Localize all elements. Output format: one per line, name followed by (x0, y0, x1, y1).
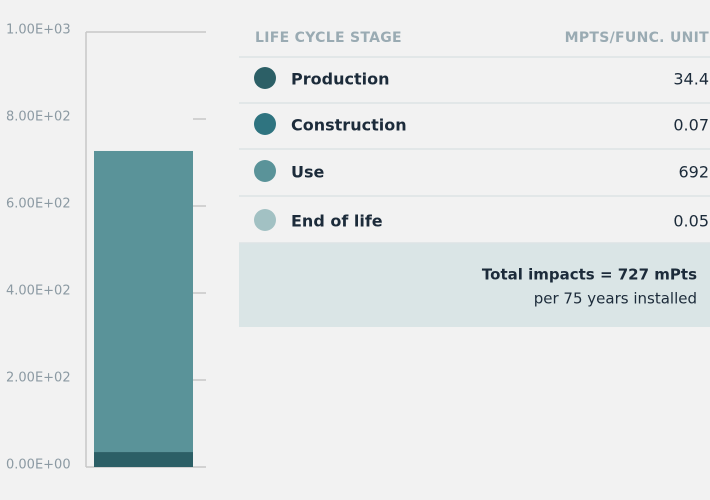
table-header: MPTS/FUNC. UNIT (565, 30, 710, 46)
bar-segment (94, 452, 193, 467)
total: Total impacts = 727 mPts (482, 266, 697, 284)
legend-label: Use (291, 163, 325, 182)
legend-dot (254, 160, 276, 182)
legend-dot (254, 67, 276, 89)
y-tick-label: 8.00E+02 (6, 110, 71, 125)
row-value: 0.07 (673, 116, 709, 135)
total-box (239, 243, 710, 327)
row-value: 692 (678, 163, 709, 182)
bar-segment (94, 150, 193, 453)
y-tick-label: 2.00E+02 (6, 371, 71, 386)
row-value: 0.05 (673, 212, 709, 231)
note: per 75 years installed (534, 290, 697, 308)
legend-label: Production (291, 70, 389, 89)
legend-label: Construction (291, 116, 407, 135)
y-tick-label: 4.00E+02 (6, 284, 71, 299)
y-tick-label: 1.00E+03 (6, 23, 71, 38)
y-tick-label: 6.00E+02 (6, 197, 71, 212)
y-tick-label: 0.00E+00 (6, 458, 71, 473)
legend-dot (254, 209, 276, 231)
table-header: LIFE CYCLE STAGE (255, 30, 402, 46)
row-value: 34.4 (673, 70, 709, 89)
legend-dot (254, 113, 276, 135)
legend-label: End of life (291, 212, 383, 231)
